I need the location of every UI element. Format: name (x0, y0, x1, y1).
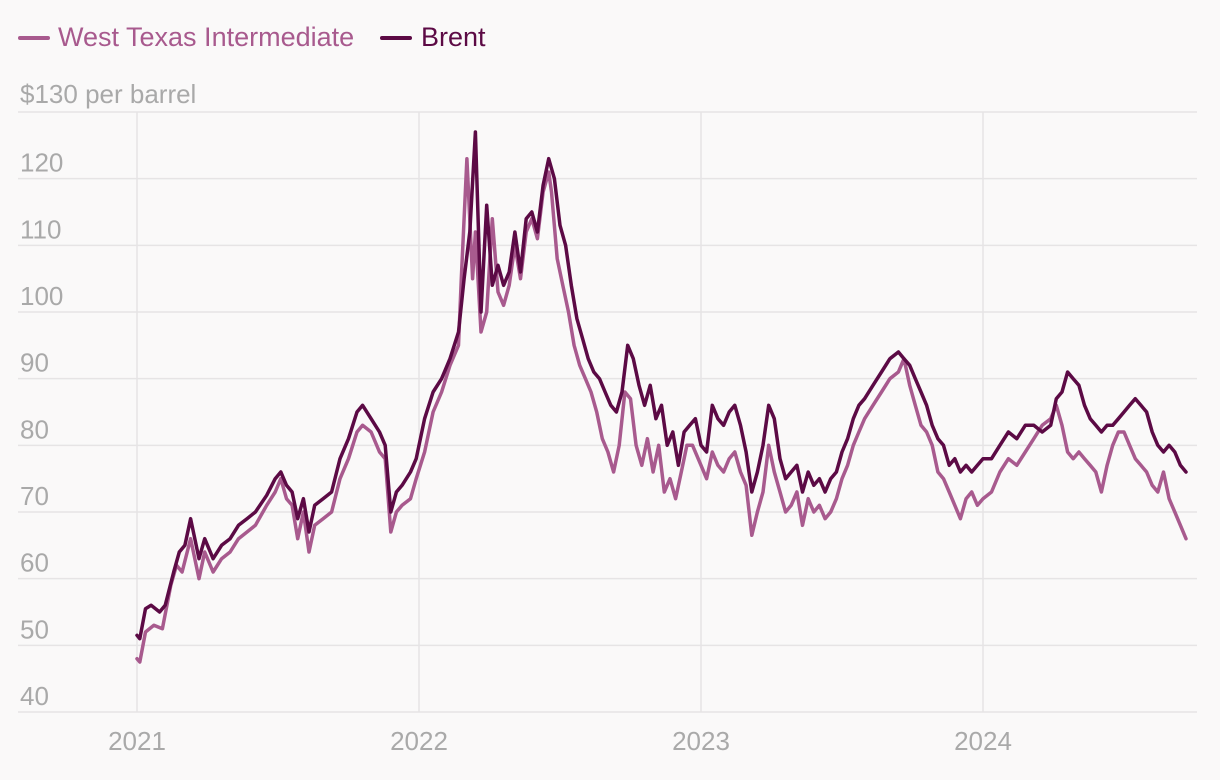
y-tick-label: 70 (20, 481, 49, 511)
y-tick-label: 100 (20, 281, 63, 311)
x-axis-ticks: 2021 2022 2023 2024 (108, 726, 1012, 756)
y-axis-top-label: $130 per barrel (20, 79, 196, 109)
y-tick-label: 80 (20, 414, 49, 444)
series-lines (135, 130, 1188, 664)
y-tick-label: 50 (20, 614, 49, 644)
series-line-wti (135, 156, 1188, 664)
y-tick-label: 60 (20, 548, 49, 578)
legend: West Texas Intermediate Brent (18, 22, 486, 52)
series-line-brent (135, 130, 1188, 641)
gridlines (18, 111, 1197, 713)
x-tick-label: 2024 (954, 726, 1012, 756)
y-tick-label: 40 (20, 681, 49, 711)
y-tick-label: 110 (20, 214, 61, 244)
legend-label-wti: West Texas Intermediate (58, 22, 354, 52)
y-tick-label: 120 (20, 148, 63, 178)
legend-label-brent: Brent (421, 22, 486, 52)
x-tick-label: 2021 (108, 726, 166, 756)
y-tick-label: 90 (20, 348, 49, 378)
y-axis-ticks: 40 50 60 70 80 90 100 110 120 (20, 148, 63, 711)
x-tick-label: 2022 (390, 726, 448, 756)
x-tick-label: 2023 (672, 726, 730, 756)
